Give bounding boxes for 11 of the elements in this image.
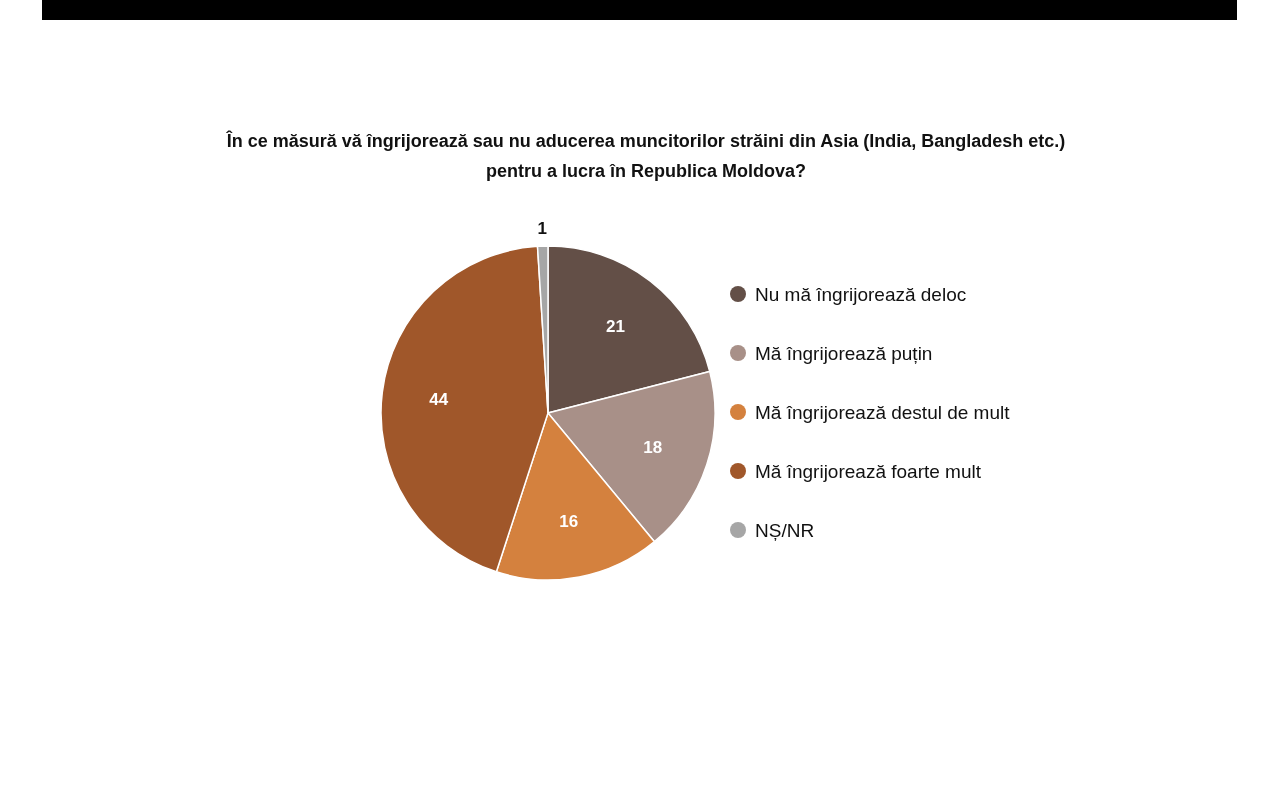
data-label: 1 [537, 219, 547, 239]
data-label: 21 [606, 316, 626, 336]
legend-label: NȘ/NR [755, 519, 815, 541]
legend-label: Mă îngrijorează destul de mult [755, 401, 1011, 423]
data-label: 44 [429, 390, 449, 410]
legend-label: Mă îngrijorează foarte mult [755, 460, 982, 482]
chart-title: În ce măsură vă îngrijorează sau nu aducerea muncitorilor străini din Asia (India, Bangladesh etc.) pentru a lucra în Republica Moldova? [225, 130, 1066, 181]
data-label: 18 [643, 438, 663, 458]
data-label: 16 [559, 512, 579, 532]
legend-label: Nu mă îngrijorează deloc [755, 283, 967, 305]
legend-label: Mă îngrijorează puțin [755, 342, 933, 364]
